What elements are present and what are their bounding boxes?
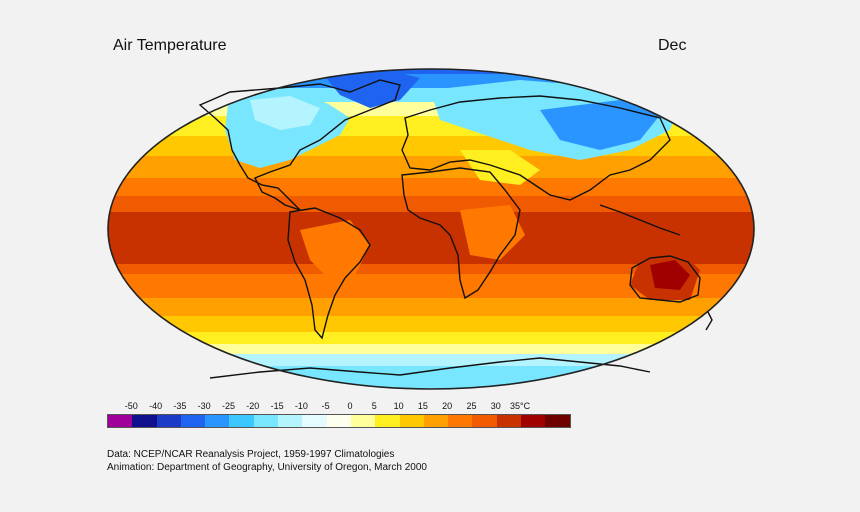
legend-swatch bbox=[156, 415, 181, 427]
legend-swatch bbox=[132, 415, 157, 427]
legend-swatch bbox=[253, 415, 279, 427]
legend-label: -40 bbox=[149, 401, 163, 411]
globe-outline bbox=[107, 68, 755, 390]
legend-label: 15 bbox=[417, 401, 428, 411]
month-label: Dec bbox=[658, 37, 687, 54]
legend-label: -5 bbox=[321, 401, 330, 411]
legend-swatch bbox=[496, 415, 522, 427]
legend-label: -10 bbox=[294, 401, 308, 411]
legend-swatch bbox=[205, 415, 230, 427]
legend-swatch bbox=[278, 415, 303, 427]
color-legend bbox=[107, 414, 571, 428]
legend-swatch bbox=[180, 415, 206, 427]
legend-swatch bbox=[521, 415, 546, 427]
legend-swatch bbox=[350, 415, 376, 427]
map-title: Air Temperature bbox=[113, 37, 227, 54]
legend-labels: -50 -40 -35 -30 -25 -20 -15 -10 -5 0 5 10 15 20 25 30 35… bbox=[0, 401, 860, 415]
legend-label: 10 bbox=[393, 401, 404, 411]
legend-swatch bbox=[545, 415, 570, 427]
legend-swatch bbox=[423, 415, 449, 427]
credits: Data: NCEP/NCAR Reanalysis Project, 1959… bbox=[107, 448, 427, 474]
legend-swatch bbox=[302, 415, 327, 427]
legend-swatch bbox=[399, 415, 424, 427]
legend-label: -30 bbox=[197, 401, 211, 411]
legend-label: -15 bbox=[270, 401, 284, 411]
legend-label: -20 bbox=[246, 401, 260, 411]
legend-label: -35 bbox=[173, 401, 187, 411]
data-credit: Data: NCEP/NCAR Reanalysis Project, 1959… bbox=[107, 449, 395, 460]
legend-swatch bbox=[326, 415, 351, 427]
legend-label: 0 bbox=[347, 401, 353, 411]
legend-label: 5 bbox=[371, 401, 377, 411]
continent-outlines bbox=[198, 79, 713, 379]
legend-swatch bbox=[375, 415, 400, 427]
legend-swatch bbox=[472, 415, 497, 427]
temperature-bands bbox=[108, 69, 754, 389]
legend-swatch bbox=[448, 415, 473, 427]
legend-label: 20 bbox=[442, 401, 453, 411]
legend-label: 30 bbox=[490, 401, 501, 411]
legend-swatch bbox=[108, 415, 133, 427]
legend-swatch bbox=[229, 415, 254, 427]
legend-label: 25 bbox=[466, 401, 477, 411]
legend-label: -25 bbox=[221, 401, 236, 411]
legend-label: 35°C bbox=[510, 401, 531, 411]
animation-credit: Animation: Department of Geography, Univ… bbox=[107, 462, 427, 473]
legend-label: -50 bbox=[124, 401, 138, 411]
